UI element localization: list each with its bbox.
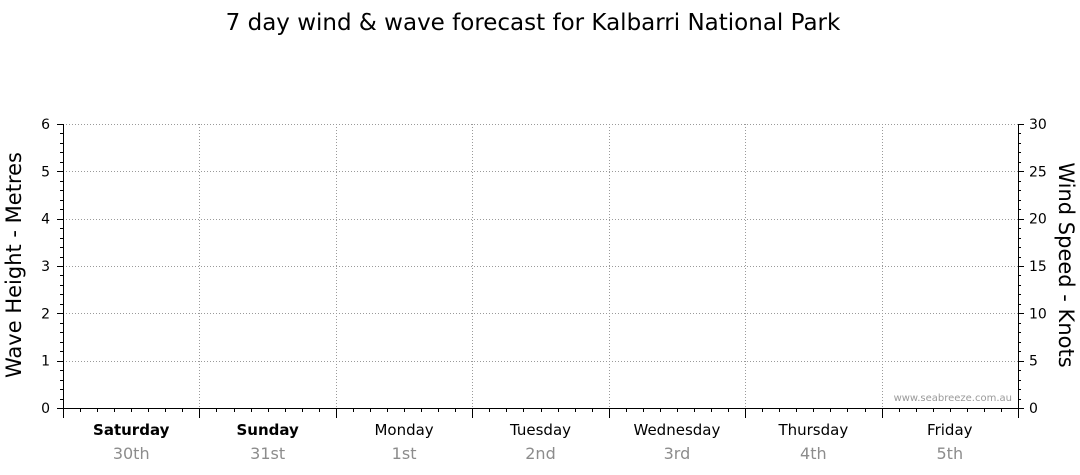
left-tick-label: 1 <box>41 354 50 370</box>
right-tick-label: 25 <box>1029 164 1047 180</box>
day-name-label: Monday <box>374 421 433 439</box>
day-name-label: Friday <box>927 421 973 439</box>
axes <box>63 124 1019 418</box>
left-tick-label: 3 <box>41 259 50 275</box>
left-tick-label: 6 <box>41 117 50 133</box>
day-labels: Saturday 30th Sunday 31st Monday 1st Tuesday 2n… <box>93 421 973 463</box>
day-name-label: Saturday <box>93 421 170 439</box>
day-name-label: Thursday <box>777 421 848 439</box>
day-date-label: 4th <box>800 444 827 463</box>
day-date-label: 1st <box>392 444 417 463</box>
right-tick-label: 20 <box>1029 212 1047 228</box>
left-axis-title: Wave Height - Metres <box>2 152 26 378</box>
chart-title: 7 day wind & wave forecast for Kalbarri … <box>226 10 841 36</box>
left-tick-label: 5 <box>41 164 50 180</box>
right-axis-ticks: 0 5 10 15 20 25 30 <box>1018 117 1047 417</box>
day-date-label: 5th <box>936 444 963 463</box>
left-tick-label: 2 <box>41 306 50 322</box>
day-date-label: 31st <box>250 444 285 463</box>
day-name-label: Tuesday <box>509 421 571 439</box>
day-name-label: Wednesday <box>634 421 721 439</box>
left-tick-label: 0 <box>41 401 50 417</box>
right-axis-title: Wind Speed - Knots <box>1054 162 1078 367</box>
right-tick-label: 5 <box>1029 354 1038 370</box>
right-tick-label: 10 <box>1029 306 1047 322</box>
day-date-label: 3rd <box>664 444 691 463</box>
grid-lines <box>63 124 1018 408</box>
watermark: www.seabreeze.com.au <box>894 393 1012 404</box>
day-date-label: 2nd <box>525 444 555 463</box>
day-date-label: 30th <box>113 444 150 463</box>
day-name-label: Sunday <box>236 421 299 439</box>
right-tick-label: 0 <box>1029 401 1038 417</box>
right-tick-label: 30 <box>1029 117 1047 133</box>
left-axis-ticks: 0 1 2 3 4 5 6 <box>41 117 63 417</box>
left-tick-label: 4 <box>41 212 50 228</box>
right-tick-label: 15 <box>1029 259 1047 275</box>
